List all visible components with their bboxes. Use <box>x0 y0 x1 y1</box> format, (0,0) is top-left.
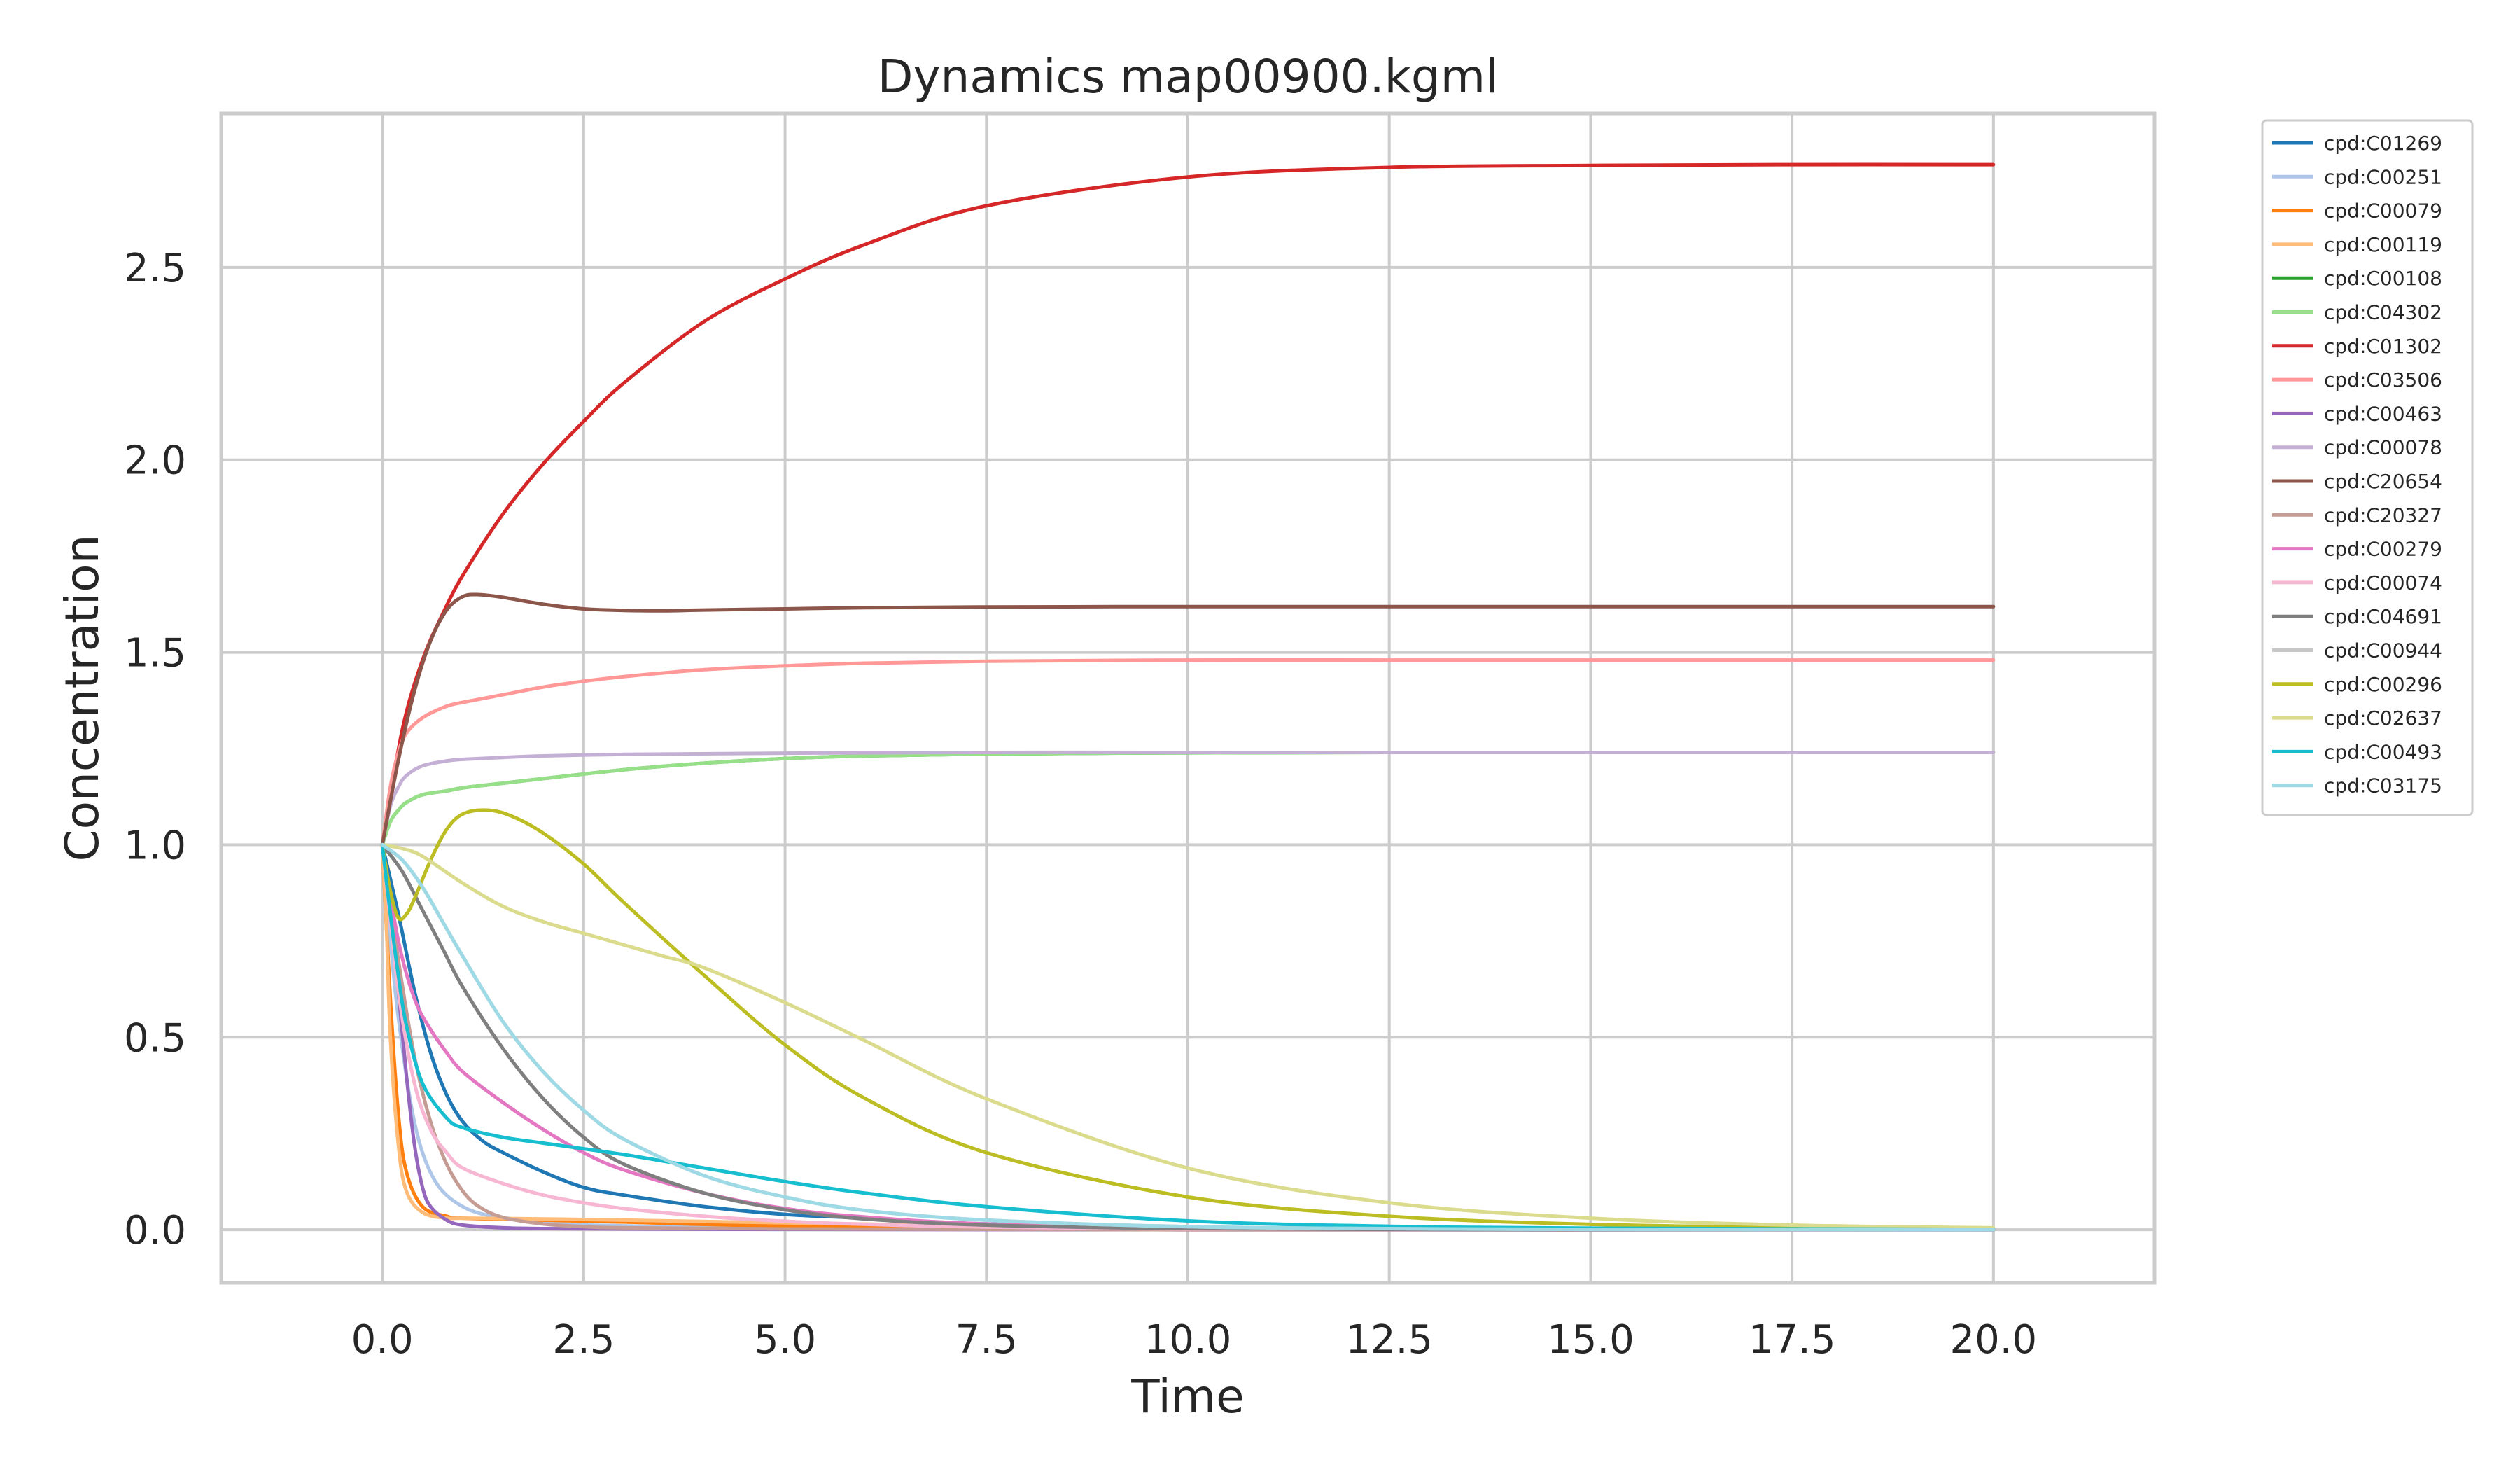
y-tick-label: 2.5 <box>124 246 186 291</box>
x-tick-label: 2.5 <box>552 1317 615 1363</box>
legend-label: cpd:C00078 <box>2324 436 2442 459</box>
legend-label: cpd:C03506 <box>2324 368 2442 391</box>
legend: cpd:C01269 cpd:C00251 cpd:C00079 cpd:C00119… <box>2261 119 2474 816</box>
y-axis-label: Concentration <box>55 535 109 862</box>
series-line-cpd-c03506 <box>380 658 1996 847</box>
legend-label: cpd:C00079 <box>2324 200 2442 223</box>
y-tick-label: 1.5 <box>124 631 186 676</box>
legend-label: cpd:C00463 <box>2324 402 2442 425</box>
legend-label: cpd:C00251 <box>2324 165 2442 188</box>
y-tick-label: 0.0 <box>124 1208 186 1253</box>
x-tick-label: 5.0 <box>754 1317 816 1363</box>
series-line-cpd-c00493 <box>380 842 1996 1232</box>
legend-label: cpd:C01269 <box>2324 132 2442 155</box>
x-tick-label: 10.0 <box>1144 1317 1232 1363</box>
x-tick-label: 7.5 <box>955 1317 1018 1363</box>
legend-label: cpd:C20327 <box>2324 503 2442 527</box>
series-line-cpd-c02637 <box>380 842 1996 1230</box>
series-line-cpd-c00296 <box>380 808 1996 1231</box>
legend-label: cpd:C20654 <box>2324 470 2442 493</box>
x-axis-label: Time <box>1130 1370 1245 1424</box>
legend-box <box>2261 119 2474 816</box>
chart-title: Dynamics map00900.kgml <box>878 50 1499 104</box>
x-tick-label: 15.0 <box>1547 1317 1634 1363</box>
x-tick-label: 12.5 <box>1345 1317 1433 1363</box>
series-lines <box>380 162 1996 1232</box>
series-line-cpd-c01302 <box>380 162 1996 847</box>
x-tick-label: 17.5 <box>1749 1317 1836 1363</box>
tick-labels: 0.0 2.5 5.0 7.5 10.0 12.5 15.0 17.5 20.0 0.0 0.5 1.… <box>124 246 2037 1363</box>
y-tick-label: 1.0 <box>124 823 186 868</box>
series-line-cpd-c20654 <box>380 592 1996 847</box>
y-tick-label: 2.0 <box>124 438 186 484</box>
legend-label: cpd:C00493 <box>2324 740 2442 763</box>
legend-label: cpd:C00074 <box>2324 571 2442 595</box>
series-line-cpd-c00078 <box>380 750 1996 847</box>
legend-label: cpd:C00108 <box>2324 267 2442 290</box>
legend-label: cpd:C02637 <box>2324 707 2442 730</box>
legend-label: cpd:C04691 <box>2324 605 2442 628</box>
legend-label: cpd:C00119 <box>2324 233 2442 256</box>
series-line-cpd-c03175 <box>380 842 1996 1232</box>
legend-label: cpd:C01302 <box>2324 335 2442 358</box>
y-tick-label: 0.5 <box>124 1015 186 1061</box>
x-tick-label: 20.0 <box>1949 1317 2037 1363</box>
legend-label: cpd:C03175 <box>2324 774 2442 798</box>
legend-label: cpd:C00279 <box>2324 538 2442 561</box>
legend-label: cpd:C00944 <box>2324 639 2442 662</box>
plot-frame <box>219 111 2157 1285</box>
legend-label: cpd:C04302 <box>2324 301 2442 324</box>
legend-label: cpd:C00296 <box>2324 673 2442 696</box>
x-tick-label: 0.0 <box>351 1317 414 1363</box>
